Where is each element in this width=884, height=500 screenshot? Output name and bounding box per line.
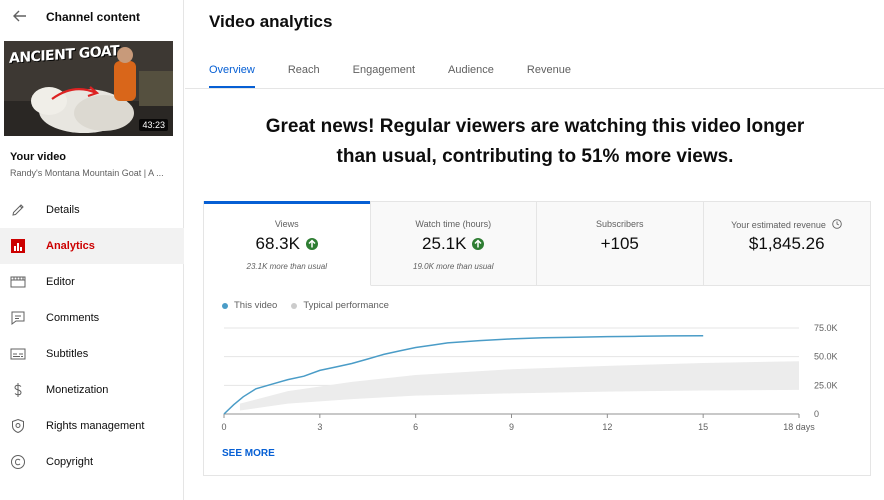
tab-audience[interactable]: Audience — [448, 64, 494, 76]
tab-overview[interactable]: Overview — [209, 56, 255, 88]
sidebar-nav: Details Analytics Editor Comments — [0, 192, 184, 480]
typical-performance-band — [239, 361, 799, 411]
analytics-card: Views 68.3K 23.1K more than usual Watch … — [203, 201, 871, 476]
film-icon — [10, 276, 26, 288]
sidebar-item-label: Analytics — [46, 240, 95, 252]
metric-subscribers[interactable]: Subscribers +105 — [537, 202, 704, 286]
y-tick-label: 50.0K — [814, 352, 838, 362]
sidebar-header: Channel content — [0, 0, 184, 34]
video-title: Randy's Montana Mountain Goat | A ... — [10, 168, 164, 178]
back-arrow-icon[interactable] — [10, 6, 30, 26]
video-thumbnail[interactable]: ANCIENT GOAT 43:23 — [4, 41, 173, 136]
sidebar-item-label: Editor — [46, 276, 75, 288]
tab-divider — [185, 88, 884, 89]
sidebar-item-label: Details — [46, 204, 80, 216]
sidebar-item-comments[interactable]: Comments — [0, 300, 184, 336]
x-tick-label: 3 — [317, 422, 322, 432]
metric-label: Your estimated revenue — [731, 220, 826, 230]
metric-revenue[interactable]: Your estimated revenue $1,845.26 — [703, 202, 871, 286]
main-content: Video analytics Overview Reach Engagemen… — [185, 0, 884, 500]
page-title: Video analytics — [209, 12, 333, 31]
video-duration: 43:23 — [139, 119, 168, 131]
legend-label: This video — [234, 300, 278, 311]
metric-comparison: 23.1K more than usual — [246, 262, 328, 271]
comment-icon — [11, 311, 25, 325]
y-tick-label: 0 — [814, 409, 819, 419]
clock-icon — [832, 219, 843, 229]
metric-value: 25.1K — [422, 234, 467, 253]
sidebar: Channel content ANCIENT GOAT 43:23 Your … — [0, 0, 184, 500]
headline-line-1: Great news! Regular viewers are watching… — [265, 116, 805, 137]
sidebar-item-label: Monetization — [46, 384, 109, 396]
subtitles-icon — [10, 348, 26, 360]
sidebar-item-label: Subtitles — [46, 348, 89, 360]
metric-label: Views — [274, 219, 299, 229]
legend-label: Typical performance — [303, 300, 389, 311]
x-tick-label: 15 — [698, 422, 708, 432]
x-tick-label: 6 — [413, 422, 418, 432]
sidebar-title: Channel content — [46, 10, 141, 24]
sidebar-item-label: Copyright — [46, 456, 94, 468]
metric-value: +105 — [600, 234, 639, 253]
views-chart[interactable]: 0 25.0K 50.0K 75.0K 0 3 6 9 12 15 18 days — [204, 312, 870, 436]
sidebar-item-label: Rights management — [46, 420, 145, 432]
shield-icon — [12, 418, 24, 434]
legend-dot — [222, 302, 228, 309]
y-tick-label: 75.0K — [814, 323, 838, 333]
metric-value: 68.3K — [255, 234, 300, 253]
legend-dot — [291, 302, 298, 309]
chart-legend: This video Typical performance — [222, 300, 403, 311]
sidebar-item-copyright[interactable]: Copyright — [0, 444, 184, 480]
sidebar-item-analytics[interactable]: Analytics — [0, 228, 184, 264]
metric-label: Subscribers — [595, 219, 644, 229]
insight-headline: Great news! Regular viewers are watching… — [225, 112, 845, 172]
metric-label: Watch time (hours) — [415, 219, 492, 229]
legend-item-typical: Typical performance — [291, 300, 389, 311]
metric-label-wrap: Your estimated revenue — [704, 219, 871, 230]
see-more-button[interactable]: SEE MORE — [222, 448, 275, 459]
tab-revenue[interactable]: Revenue — [526, 64, 571, 76]
your-video-label: Your video — [10, 151, 67, 163]
x-tick-label: 18 days — [783, 422, 815, 432]
trend-up-icon — [305, 238, 318, 250]
x-tick-label: 9 — [509, 422, 514, 432]
metric-comparison: 19.0K more than usual — [413, 262, 494, 271]
tab-bar: Overview Reach Engagement Audience Reven… — [209, 56, 604, 88]
thumbnail-image — [4, 41, 173, 136]
x-tick-label: 12 — [602, 422, 612, 432]
headline-line-2: than usual, contributing to 51% more vie… — [336, 146, 734, 167]
sidebar-item-rights-management[interactable]: Rights management — [0, 408, 184, 444]
metric-watch-time[interactable]: Watch time (hours) 25.1K 19.0K more than… — [370, 202, 537, 286]
metric-tabs: Views 68.3K 23.1K more than usual Watch … — [204, 201, 871, 286]
y-tick-label: 25.0K — [814, 380, 838, 390]
analytics-icon — [11, 239, 25, 253]
sidebar-item-subtitles[interactable]: Subtitles — [0, 336, 184, 372]
metric-value: $1,845.26 — [748, 234, 825, 253]
sidebar-item-monetization[interactable]: Monetization — [0, 372, 184, 408]
dollar-icon — [14, 383, 22, 397]
sidebar-item-label: Comments — [46, 312, 100, 324]
this-video-line — [223, 334, 704, 415]
tab-reach[interactable]: Reach — [287, 64, 320, 76]
metric-views[interactable]: Views 68.3K 23.1K more than usual — [204, 201, 371, 286]
x-tick-label: 0 — [221, 422, 226, 432]
trend-up-icon — [472, 238, 485, 250]
sidebar-item-editor[interactable]: Editor — [0, 264, 184, 300]
tab-engagement[interactable]: Engagement — [352, 64, 416, 76]
pencil-icon — [12, 204, 24, 216]
legend-item-this-video: This video — [222, 300, 277, 311]
copyright-icon — [11, 455, 25, 469]
sidebar-item-details[interactable]: Details — [0, 192, 184, 228]
